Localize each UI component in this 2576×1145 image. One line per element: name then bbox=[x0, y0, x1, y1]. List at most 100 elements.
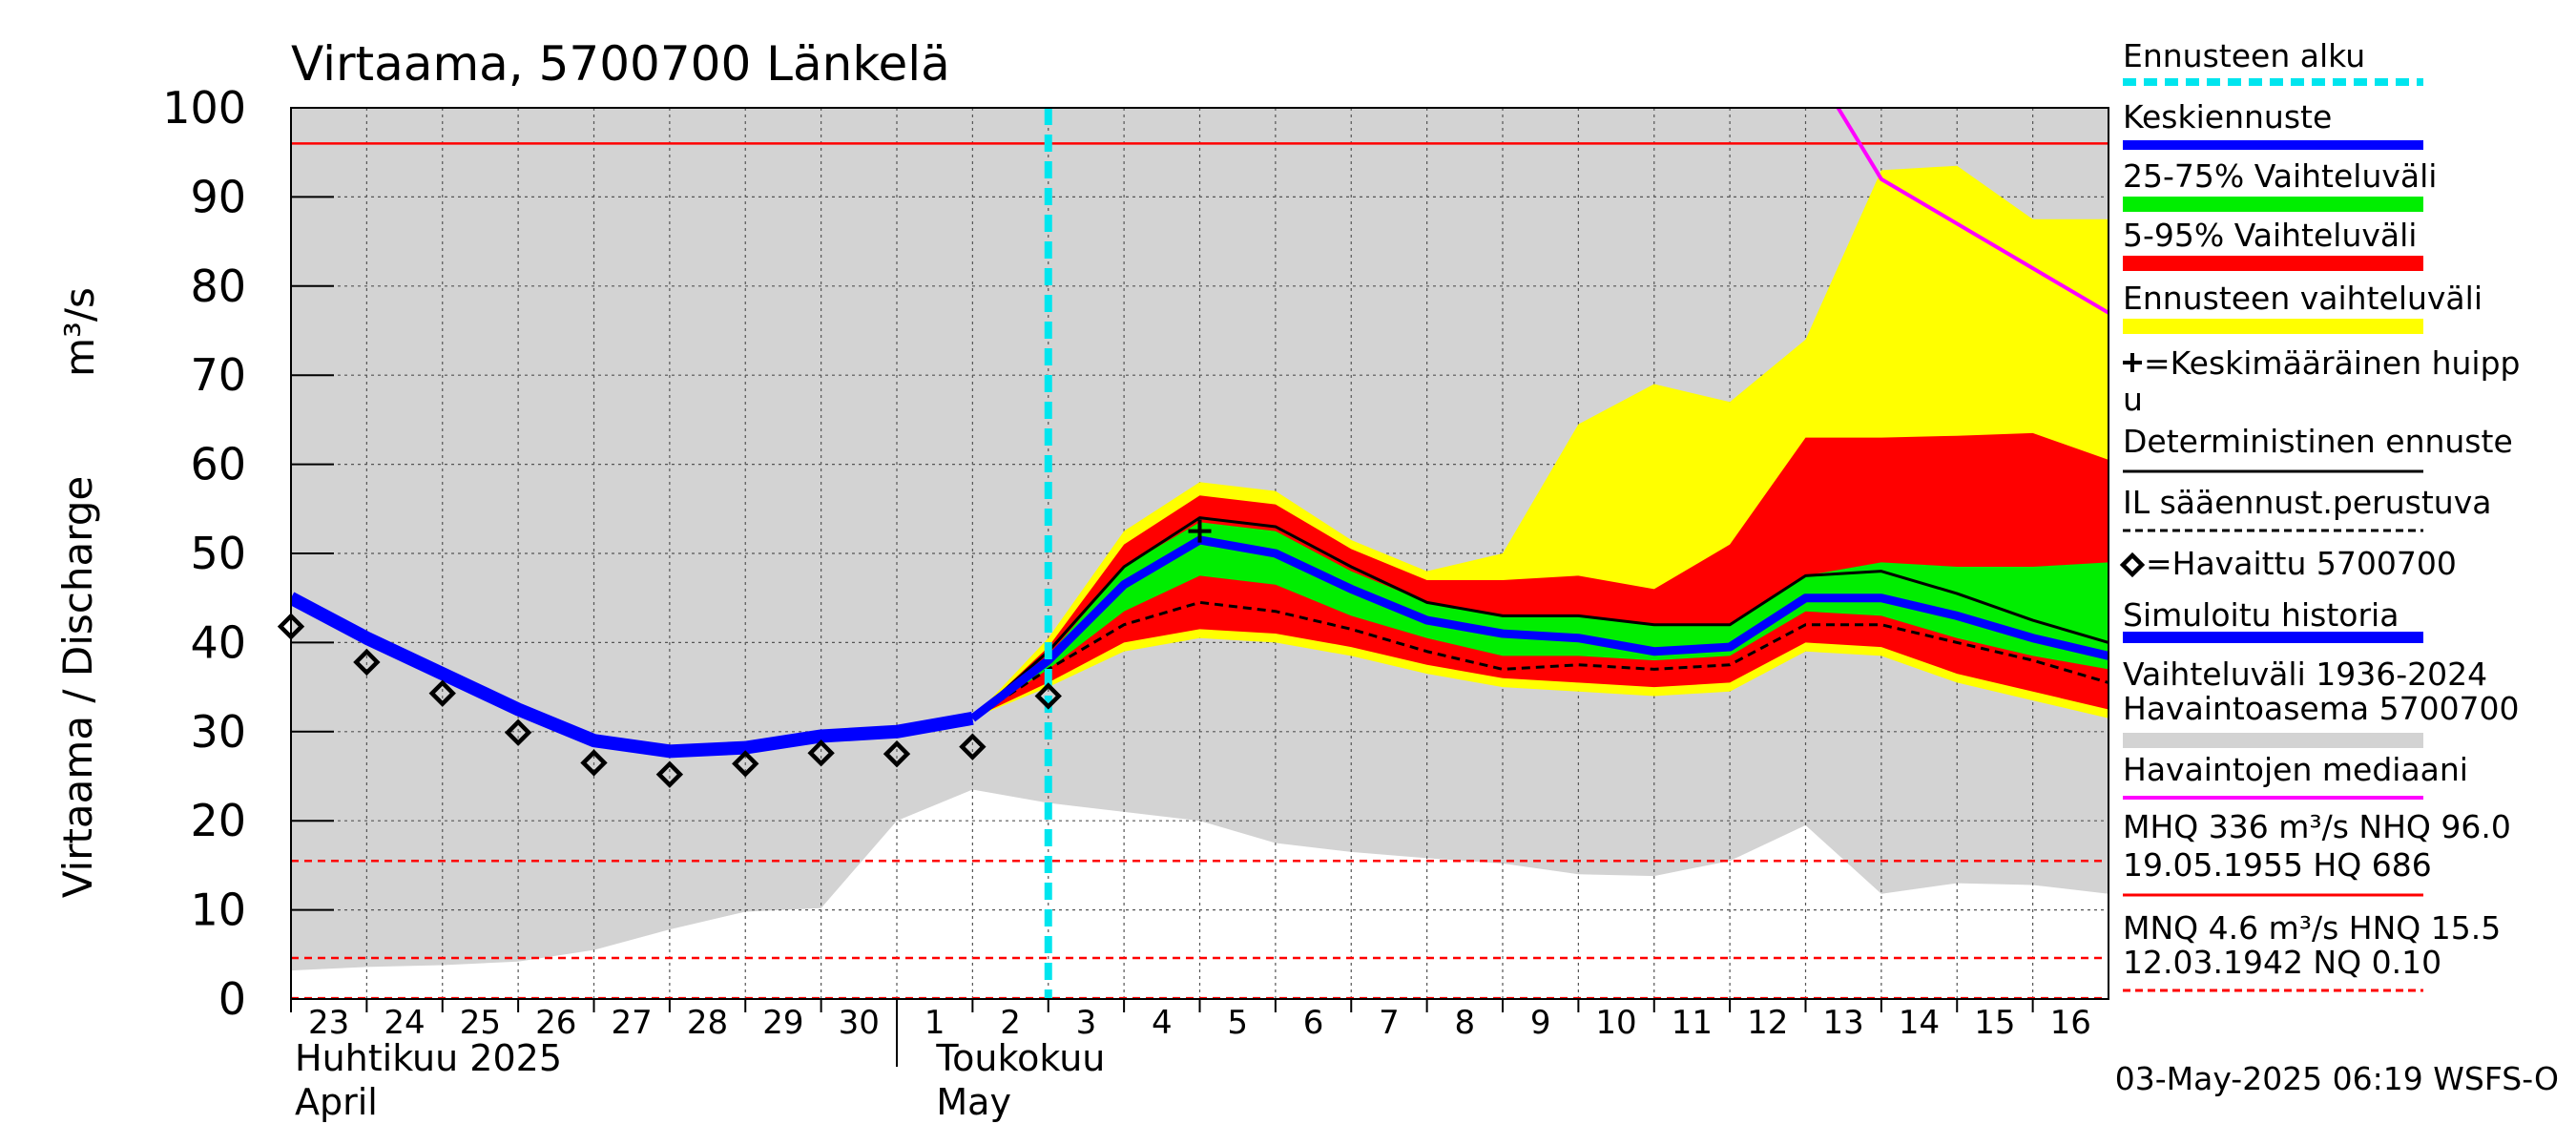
mean-forecast-line bbox=[969, 535, 2109, 722]
observations-median-line bbox=[1836, 108, 2109, 315]
y-axis-unit: m³/s bbox=[56, 287, 103, 377]
legend-label: 25-75% Vaihteluväli bbox=[2123, 157, 2437, 195]
y-axis-label: Virtaama / Discharge bbox=[54, 476, 101, 899]
observed-point bbox=[959, 733, 987, 760]
legend-label: IL sääennust.perustuva bbox=[2123, 484, 2491, 521]
legend-label-line2: 12.03.1942 NQ 0.10 bbox=[2123, 944, 2441, 981]
y-tick-label: 80 bbox=[190, 260, 246, 312]
month-label-fi: Huhtikuu 2025 bbox=[295, 1037, 562, 1079]
chart-title: Virtaama, 5700700 Länkelä bbox=[291, 36, 950, 92]
legend-label: Havaintojen mediaani bbox=[2123, 751, 2468, 788]
x-tick-label: 24 bbox=[384, 1004, 425, 1042]
x-tick-label: 4 bbox=[1152, 1004, 1173, 1042]
observed-point bbox=[655, 760, 684, 788]
y-tick-label: 10 bbox=[190, 885, 246, 936]
observed-point bbox=[807, 739, 835, 767]
x-tick-label: 16 bbox=[2050, 1004, 2091, 1042]
legend-item: Havaintojen mediaani bbox=[2123, 751, 2468, 800]
x-tick-label: 23 bbox=[308, 1004, 349, 1042]
y-tick-label: 20 bbox=[190, 795, 246, 846]
y-tick-label: 60 bbox=[190, 439, 246, 490]
legend-item: Vaihteluväli 1936-2024 Havaintoasema 570… bbox=[2123, 656, 2520, 748]
x-tick-label: 1 bbox=[924, 1004, 945, 1042]
legend-item: IL sääennust.perustuva bbox=[2123, 484, 2491, 532]
deterministic-forecast-line bbox=[971, 516, 2109, 719]
x-tick-label: 5 bbox=[1227, 1004, 1248, 1042]
y-tick-label: 50 bbox=[190, 528, 246, 579]
legend-label-line2: u bbox=[2123, 381, 2143, 418]
mean-peak-marker bbox=[1188, 519, 1212, 543]
legend: Ennusteen alku Keskiennuste 25-75% Vaihtel… bbox=[2119, 37, 2521, 992]
observed-point bbox=[504, 718, 532, 746]
legend-label-line2: Havaintoasema 5700700 bbox=[2123, 690, 2520, 727]
x-tick-label: 25 bbox=[460, 1004, 501, 1042]
month-label-fi: Toukokuu bbox=[935, 1037, 1105, 1079]
legend-label: MHQ 336 m³/s NHQ 96.0 bbox=[2123, 808, 2511, 845]
y-tick-label: 70 bbox=[190, 349, 246, 401]
legend-item: Keskiennuste bbox=[2123, 98, 2423, 150]
legend-item: Simuloitu historia bbox=[2123, 596, 2423, 643]
legend-label: Ennusteen alku bbox=[2123, 37, 2365, 74]
legend-diamond-icon bbox=[2119, 552, 2146, 578]
simulated-history-line bbox=[291, 592, 974, 759]
x-tick-label: 12 bbox=[1747, 1004, 1788, 1042]
legend-label: Simuloitu historia bbox=[2123, 596, 2399, 634]
observed-point bbox=[883, 739, 911, 768]
month-label-en: May bbox=[936, 1081, 1011, 1123]
plot-layers bbox=[277, 107, 2109, 1000]
x-tick-label: 28 bbox=[687, 1004, 728, 1042]
observed-point bbox=[428, 679, 456, 707]
range-5-95-band bbox=[972, 432, 2109, 718]
x-tick-label: 13 bbox=[1823, 1004, 1864, 1042]
x-tick-label: 27 bbox=[612, 1004, 653, 1042]
x-tick-label: 29 bbox=[762, 1004, 803, 1042]
legend-label-line2: 19.05.1955 HQ 686 bbox=[2123, 846, 2432, 884]
range-25-75-band bbox=[972, 522, 2109, 718]
legend-label: Ennusteen vaihteluväli bbox=[2123, 280, 2483, 317]
legend-label: 5-95% Vaihteluväli bbox=[2123, 217, 2417, 254]
footer-timestamp: 03-May-2025 06:19 WSFS-O bbox=[2115, 1060, 2559, 1097]
x-tick-label: 30 bbox=[839, 1004, 880, 1042]
legend-item: 25-75% Vaihteluväli bbox=[2123, 157, 2437, 212]
legend-label: Deterministinen ennuste bbox=[2123, 423, 2513, 460]
month-label-en: April bbox=[295, 1081, 378, 1123]
x-tick-label: 10 bbox=[1595, 1004, 1636, 1042]
observed-point bbox=[1034, 682, 1062, 710]
x-tick-label: 8 bbox=[1454, 1004, 1475, 1042]
y-tick-label: 0 bbox=[218, 973, 246, 1025]
observed-point bbox=[353, 648, 381, 677]
legend-label: MNQ 4.6 m³/s HNQ 15.5 bbox=[2123, 909, 2501, 947]
legend-cross-icon bbox=[2123, 353, 2142, 372]
y-tick-label: 100 bbox=[162, 82, 246, 134]
x-tick-label: 15 bbox=[1974, 1004, 2015, 1042]
x-tick-label: 6 bbox=[1303, 1004, 1324, 1042]
legend-item: Ennusteen vaihteluväli bbox=[2123, 280, 2483, 334]
il-forecast-line bbox=[971, 600, 2109, 720]
legend-label: Keskiennuste bbox=[2123, 98, 2332, 135]
x-tick-label: 11 bbox=[1672, 1004, 1713, 1042]
y-tick-label: 90 bbox=[190, 171, 246, 222]
x-tick-label: 26 bbox=[535, 1004, 576, 1042]
x-tick-label: 14 bbox=[1899, 1004, 1940, 1042]
legend-label: Vaihteluväli 1936-2024 bbox=[2123, 656, 2487, 693]
legend-item: Ennusteen alku bbox=[2123, 37, 2423, 86]
x-tick-label: 3 bbox=[1076, 1004, 1097, 1042]
x-tick-label: 2 bbox=[1000, 1004, 1021, 1042]
x-tick-label: 9 bbox=[1530, 1004, 1551, 1042]
legend-label: =Keskimääräinen huipp bbox=[2144, 344, 2521, 382]
legend-item: 5-95% Vaihteluväli bbox=[2123, 217, 2423, 271]
legend-item: MHQ 336 m³/s NHQ 96.019.05.1955 HQ 686 bbox=[2123, 808, 2511, 897]
x-axis: 23 24 25 26 27 28 29 30 1 2 3 4 5 6 7 8 9 10 11 12 13 14 15 16H… bbox=[290, 999, 2091, 1123]
legend-label: =Havaittu 5700700 bbox=[2146, 545, 2457, 582]
y-axis: 0 10 20 30 40 50 60 70 80 90 100 bbox=[162, 82, 334, 1025]
y-tick-label: 30 bbox=[190, 706, 246, 758]
legend-item: =Havaittu 5700700 bbox=[2119, 545, 2457, 582]
y-tick-label: 40 bbox=[190, 616, 246, 668]
legend-item: Deterministinen ennuste bbox=[2123, 423, 2513, 473]
legend-item: MNQ 4.6 m³/s HNQ 15.512.03.1942 NQ 0.10 bbox=[2123, 909, 2501, 992]
observed-point bbox=[732, 750, 759, 778]
observed-point bbox=[580, 749, 608, 777]
x-tick-label: 7 bbox=[1379, 1004, 1400, 1042]
